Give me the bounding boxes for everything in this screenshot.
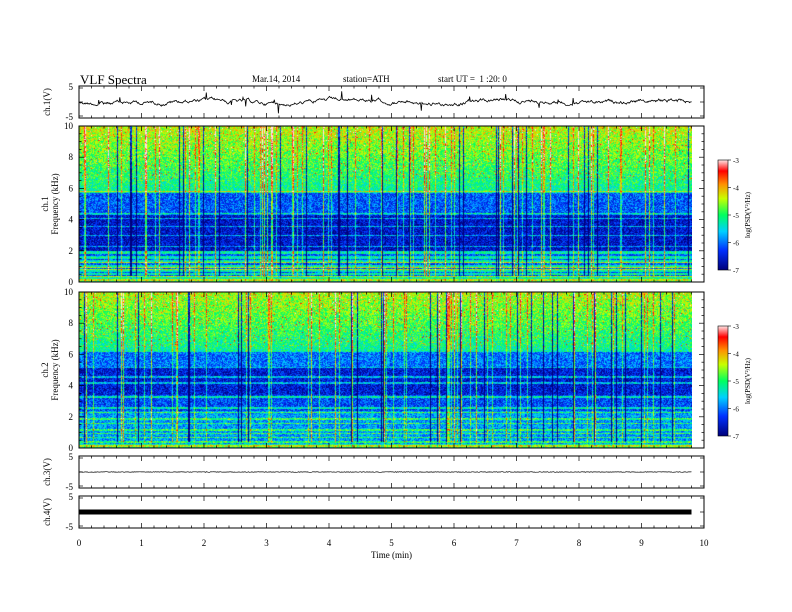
ch4-trace [79,509,692,515]
x-tick-label-6: 6 [452,538,457,548]
y-axis-label-1: Frequency (kHz) [50,173,60,234]
x-tick-label-0: 0 [77,538,82,548]
y-tick-label-1-0: 0 [69,277,74,287]
y-tick-label-2-4: 8 [69,318,74,328]
colorbar-tick-label-2-1: -4 [733,351,739,359]
colorbar-label-2: log(PSD(V²/Hz) [744,357,752,404]
station-label: station=ATH [343,74,390,84]
y-tick-label-1-2: 4 [69,215,74,225]
colorbar-tick-label-1-4: -7 [733,267,739,275]
colorbar-2 [717,325,729,437]
x-tick-label-2: 2 [202,538,207,548]
x-tick-label-10: 10 [700,538,710,548]
start-time-label: start UT = 1 :20: 0 [438,74,507,84]
colorbar-label-1: log(PSD(V²/Hz) [744,191,752,238]
y-tick-label-1-1: 2 [69,246,74,256]
ch3-trace [78,471,692,473]
colorbar-tick-label-2-2: -5 [733,378,739,386]
y-tick-label-3-top: 5 [69,452,74,462]
colorbar-tick-label-1-3: -6 [733,240,739,248]
ch2-spectrogram-image [79,292,692,448]
y-tick-label-4-top: 5 [69,492,74,502]
channel-label-2: ch.2 [40,362,50,377]
ch1-trace [78,91,692,114]
x-tick-label-9: 9 [639,538,644,548]
y-axis-label-0: ch.1(V) [42,88,52,116]
y-axis-label-3: ch.3(V) [42,458,52,486]
y-tick-label-2-3: 6 [69,349,74,359]
y-tick-label-1-4: 8 [69,152,74,162]
colorbar-tick-label-1-2: -5 [733,212,739,220]
colorbar-tick-label-1-0: -3 [733,157,739,165]
colorbar-tick-label-1-1: -4 [733,185,739,193]
y-tick-label-2-5: 10 [64,287,74,297]
x-axis-label: Time (min) [371,550,412,560]
ch1-spectrogram-image [79,126,692,282]
x-tick-label-8: 8 [577,538,582,548]
y-tick-label-3-bottom: -5 [66,482,74,492]
y-tick-label-2-1: 2 [69,412,74,422]
x-tick-label-4: 4 [327,538,332,548]
channel-label-1: ch.1 [40,196,50,211]
y-tick-label-1-5: 10 [64,121,74,131]
y-tick-label-0-bottom: -5 [66,112,74,122]
colorbar-tick-label-2-4: -7 [733,433,739,441]
y-axis-label-4: ch.4(V) [42,498,52,526]
date-label: Mar.14, 2014 [252,74,301,84]
x-tick-label-5: 5 [389,538,394,548]
x-tick-label-1: 1 [139,538,144,548]
colorbar-1 [717,159,729,271]
y-tick-label-4-bottom: -5 [66,522,74,532]
y-axis-label-2: Frequency (kHz) [50,339,60,400]
y-tick-label-1-3: 6 [69,183,74,193]
colorbar-tick-label-2-3: -6 [733,406,739,414]
figure-title: VLF Spectra [80,72,147,87]
y-tick-label-2-2: 4 [69,381,74,391]
colorbar-tick-label-2-0: -3 [733,323,739,331]
x-tick-label-3: 3 [264,538,269,548]
x-tick-label-7: 7 [514,538,519,548]
y-tick-label-2-0: 0 [69,443,74,453]
y-tick-label-0-top: 5 [69,82,74,92]
